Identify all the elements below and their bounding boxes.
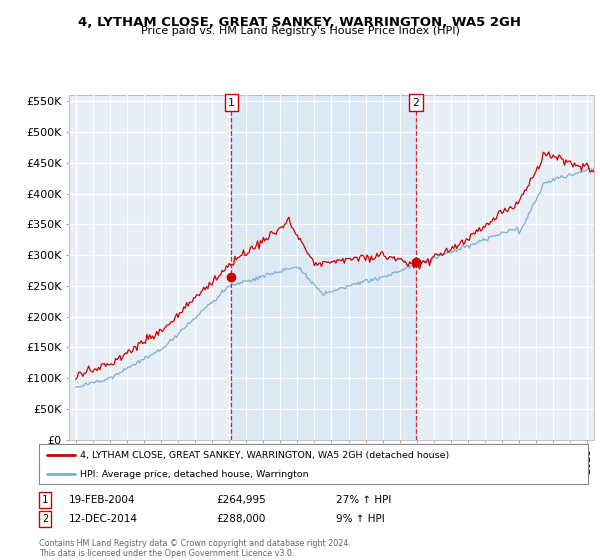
Text: 1: 1 <box>42 495 48 505</box>
Text: 19-FEB-2004: 19-FEB-2004 <box>69 495 136 505</box>
Text: 1: 1 <box>228 97 235 108</box>
Text: Contains HM Land Registry data © Crown copyright and database right 2024.
This d: Contains HM Land Registry data © Crown c… <box>39 539 351 558</box>
Text: 9% ↑ HPI: 9% ↑ HPI <box>336 514 385 524</box>
Text: 27% ↑ HPI: 27% ↑ HPI <box>336 495 391 505</box>
Text: Price paid vs. HM Land Registry's House Price Index (HPI): Price paid vs. HM Land Registry's House … <box>140 26 460 36</box>
Text: 4, LYTHAM CLOSE, GREAT SANKEY, WARRINGTON, WA5 2GH: 4, LYTHAM CLOSE, GREAT SANKEY, WARRINGTO… <box>79 16 521 29</box>
Text: 2: 2 <box>412 97 419 108</box>
Text: 12-DEC-2014: 12-DEC-2014 <box>69 514 138 524</box>
Text: £288,000: £288,000 <box>216 514 265 524</box>
Text: 4, LYTHAM CLOSE, GREAT SANKEY, WARRINGTON, WA5 2GH (detached house): 4, LYTHAM CLOSE, GREAT SANKEY, WARRINGTO… <box>80 451 449 460</box>
Text: 2: 2 <box>42 514 48 524</box>
Text: HPI: Average price, detached house, Warrington: HPI: Average price, detached house, Warr… <box>80 470 309 479</box>
Bar <box>232 95 416 440</box>
Text: £264,995: £264,995 <box>216 495 266 505</box>
